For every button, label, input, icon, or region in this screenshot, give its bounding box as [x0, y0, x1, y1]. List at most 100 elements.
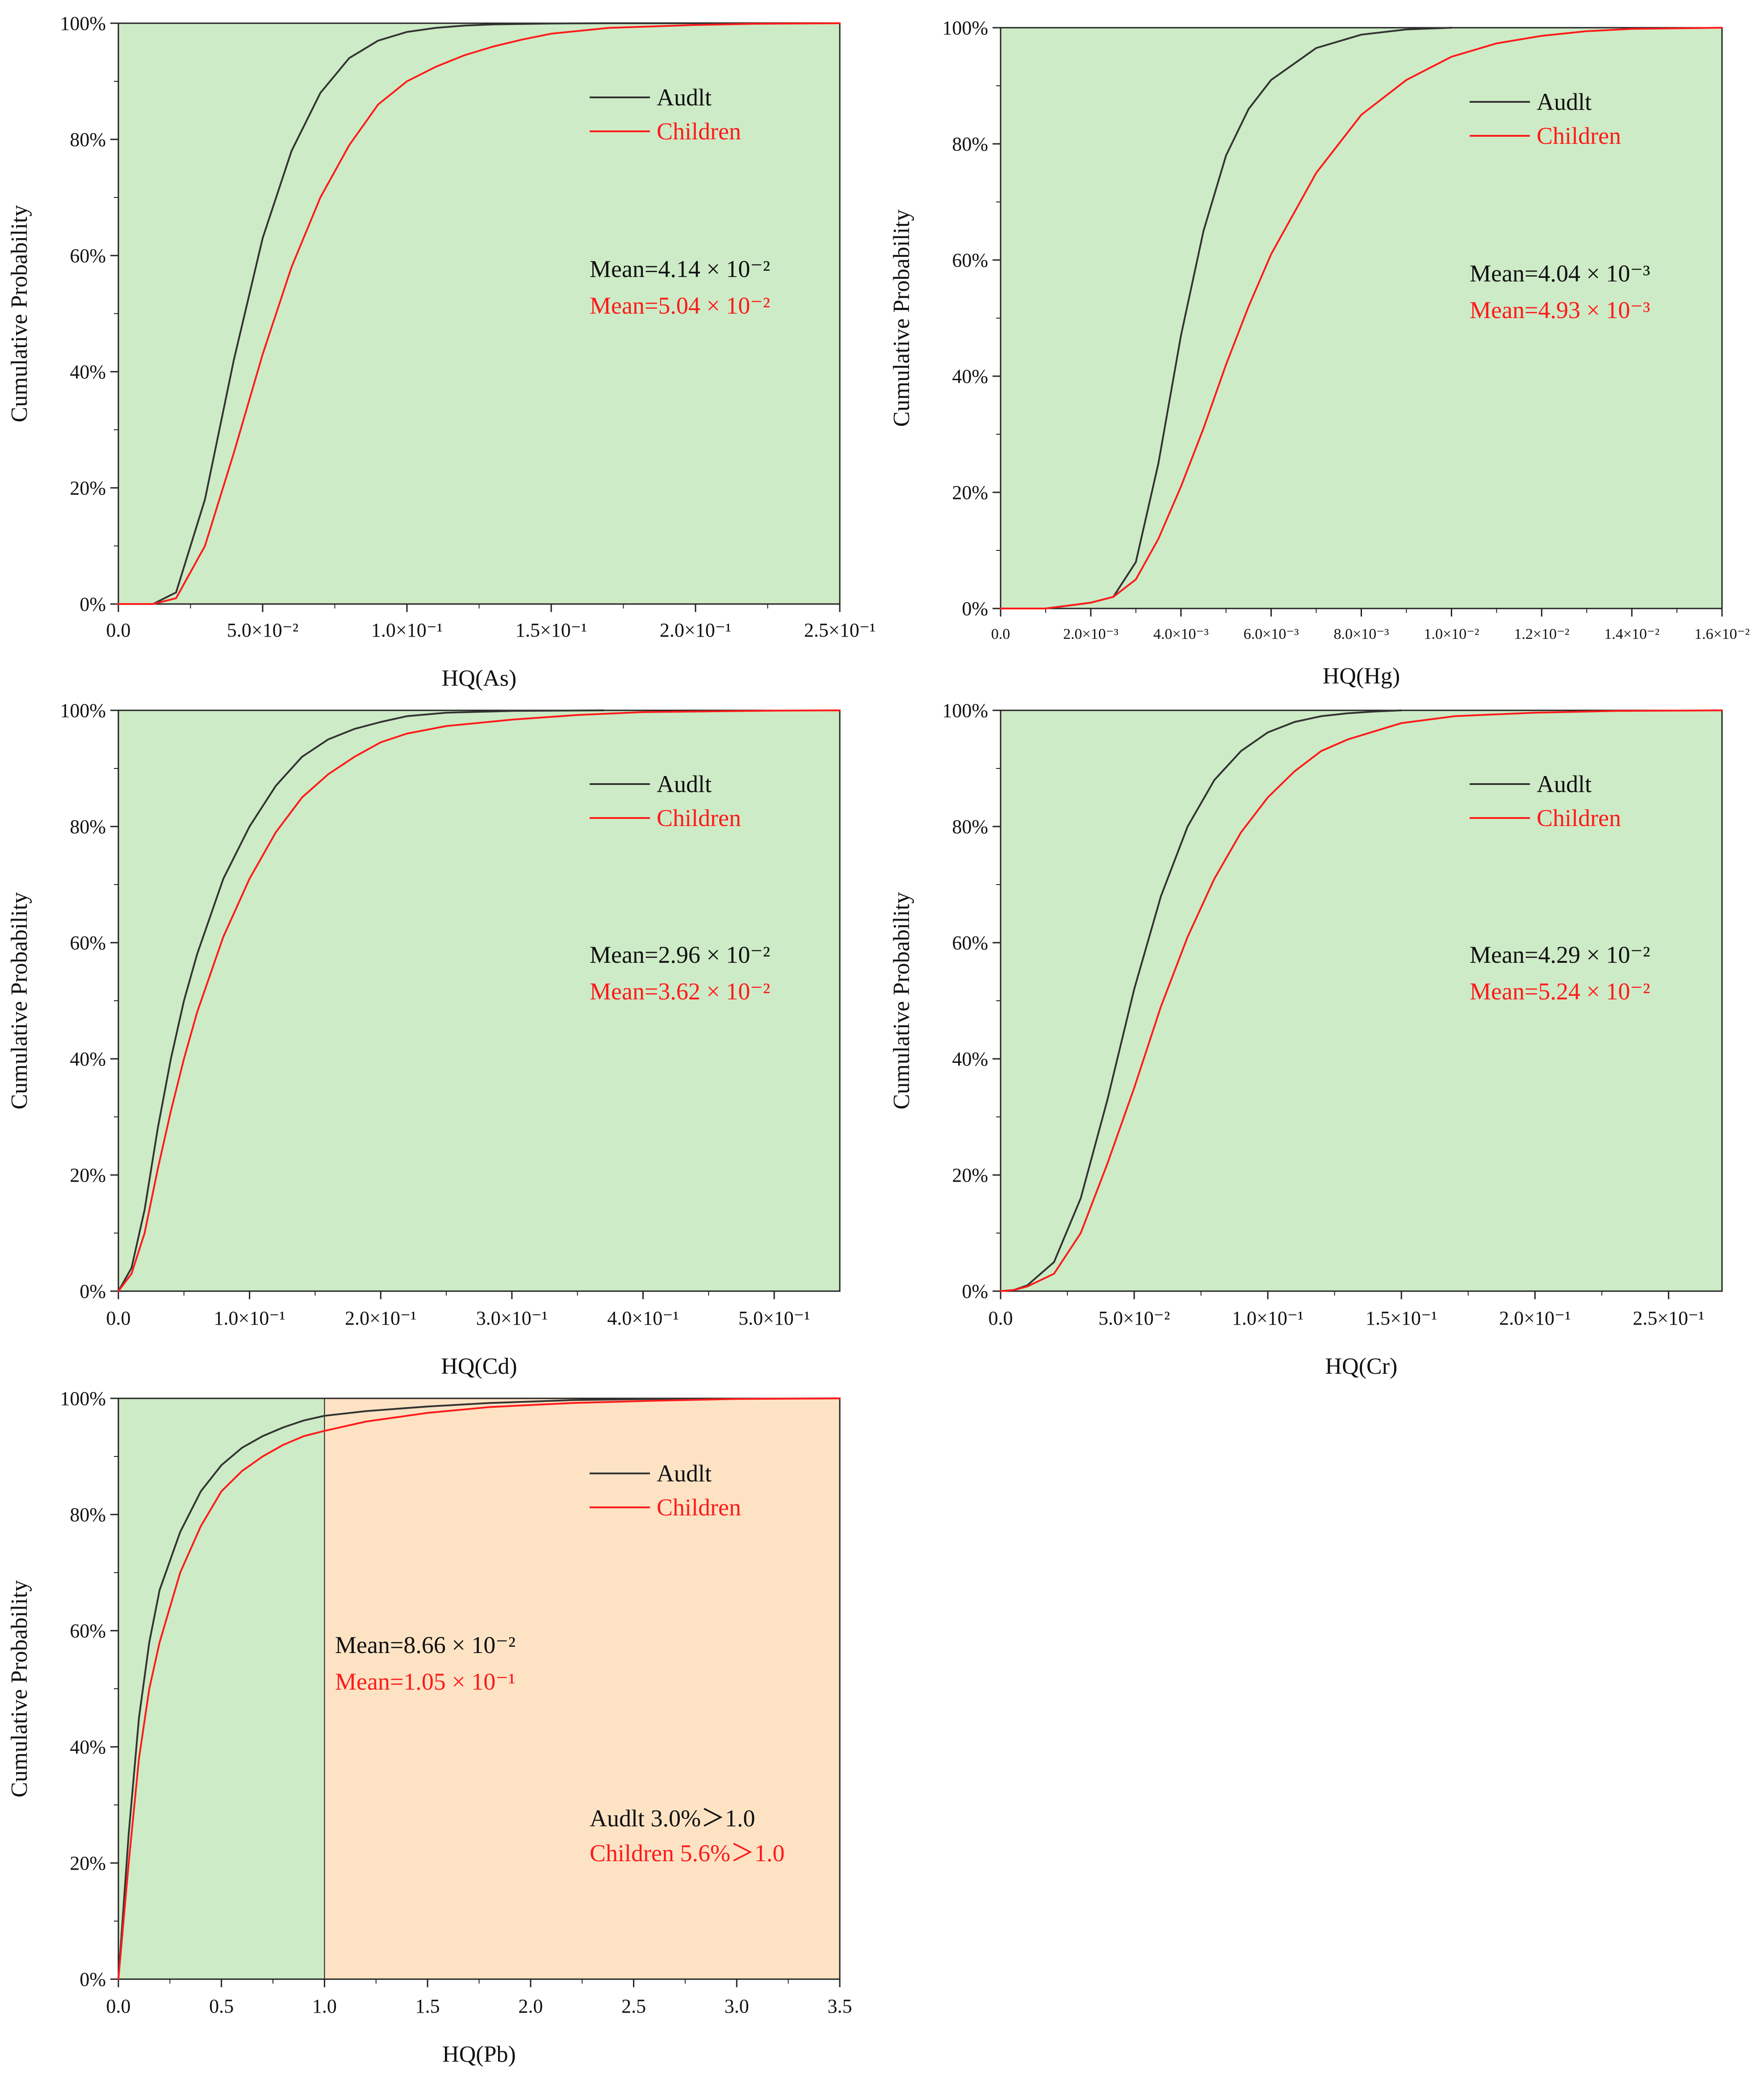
x-tick-label: 8.0×10⁻³ — [1334, 626, 1389, 642]
safe-zone-shade — [1001, 710, 1722, 1291]
x-tick-label: 1.5×10⁻¹ — [1366, 1307, 1437, 1329]
x-tick-label: 1.0×10⁻¹ — [371, 619, 443, 641]
legend-label-adult: Audlt — [657, 84, 712, 111]
x-tick-label: 5.0×10⁻² — [1098, 1307, 1170, 1329]
legend-label-adult: Audlt — [657, 771, 712, 797]
y-tick-label: 80% — [70, 129, 106, 151]
y-axis-label: Cumulative Probability — [889, 210, 914, 427]
x-tick-label: 1.2×10⁻² — [1514, 626, 1569, 642]
x-tick-label: 3.0 — [725, 1995, 749, 2017]
children-mean-annotation: Mean=3.62 × 10⁻² — [590, 978, 770, 1005]
risk-zone-shade — [324, 1398, 840, 1979]
y-tick-label: 60% — [70, 932, 106, 954]
y-tick-label: 20% — [952, 482, 988, 504]
x-tick-label: 1.0×10⁻¹ — [214, 1307, 285, 1329]
series-line-children — [117, 22, 841, 605]
children-exceedance-annotation: Children 5.6%＞1.0 — [590, 1840, 784, 1867]
x-tick-label: 0.0 — [991, 626, 1010, 642]
legend-label-children: Children — [1537, 805, 1621, 831]
y-tick-label: 40% — [952, 1048, 988, 1070]
y-axis-label: Cumulative Probability — [7, 1580, 32, 1798]
adult-mean-annotation: Mean=2.96 × 10⁻² — [590, 941, 770, 968]
x-tick-label: 0.0 — [989, 1307, 1013, 1329]
legend-label-children: Children — [657, 805, 741, 831]
y-tick-label: 40% — [70, 361, 106, 383]
children-mean-annotation: Mean=5.04 × 10⁻² — [590, 292, 770, 319]
children-mean-annotation: Mean=4.93 × 10⁻³ — [1470, 297, 1650, 323]
legend-label-children: Children — [657, 1494, 741, 1521]
x-axis-label: HQ(Cr) — [1325, 1354, 1398, 1379]
legend-label-children: Children — [657, 118, 741, 145]
y-tick-label: 0% — [80, 1280, 106, 1302]
x-axis-label: HQ(Pb) — [442, 2042, 516, 2067]
legend-label-children: Children — [1537, 122, 1621, 149]
x-tick-label: 3.0×10⁻¹ — [476, 1307, 548, 1329]
x-tick-label: 0.5 — [209, 1995, 234, 2017]
series-line-children — [1000, 709, 1723, 1292]
y-tick-label: 0% — [962, 1280, 988, 1302]
y-tick-label: 100% — [60, 700, 106, 722]
x-tick-label: 6.0×10⁻³ — [1244, 626, 1299, 642]
x-tick-label: 1.0 — [312, 1995, 337, 2017]
x-tick-label: 4.0×10⁻³ — [1153, 626, 1209, 642]
x-axis-label: HQ(Hg) — [1323, 663, 1400, 689]
adult-exceedance-annotation: Audlt 3.0%＞1.0 — [590, 1805, 755, 1832]
series-line-children — [117, 1397, 841, 1980]
y-tick-label: 0% — [80, 593, 106, 615]
y-tick-label: 40% — [70, 1048, 106, 1070]
chart-panel-4: 0% 20% 40% 60% 80% 100% 0.0 5.0×10⁻² 1.0×10⁻¹ 1.5… — [889, 700, 1723, 1379]
chart-panel-3: 0% 20% 40% 60% 80% 100% 0.0 1.0×10⁻¹ 2.0×10⁻¹ 3.0… — [7, 700, 841, 1379]
adult-mean-annotation: Mean=8.66 × 10⁻² — [335, 1632, 515, 1658]
x-tick-label: 2.5 — [621, 1995, 646, 2017]
y-tick-label: 40% — [70, 1736, 106, 1758]
y-tick-label: 0% — [962, 598, 988, 620]
x-tick-label: 1.4×10⁻² — [1604, 626, 1659, 642]
x-tick-label: 2.0×10⁻¹ — [1499, 1307, 1571, 1329]
x-tick-label: 5.0×10⁻¹ — [738, 1307, 810, 1329]
x-tick-label: 2.5×10⁻¹ — [804, 619, 876, 641]
x-tick-label: 1.0×10⁻¹ — [1232, 1307, 1303, 1329]
y-axis-label: Cumulative Probability — [7, 205, 32, 423]
y-tick-label: 0% — [80, 1968, 106, 1990]
y-tick-label: 100% — [942, 700, 988, 722]
adult-mean-annotation: Mean=4.04 × 10⁻³ — [1470, 260, 1650, 287]
x-axis-label: HQ(Cd) — [441, 1354, 517, 1379]
x-tick-label: 5.0×10⁻² — [227, 619, 298, 641]
y-tick-label: 60% — [70, 245, 106, 267]
series-line-children — [1000, 27, 1723, 609]
series-line-children — [117, 709, 841, 1292]
y-tick-label: 60% — [70, 1620, 106, 1642]
y-tick-label: 20% — [70, 1164, 106, 1186]
y-axis-label: Cumulative Probability — [889, 892, 914, 1110]
children-mean-annotation: Mean=1.05 × 10⁻¹ — [335, 1668, 515, 1695]
chart-panel-5: 0% 20% 40% 60% 80% 100% 0.0 0.5 1.0 1.5 2.0 2.5 3.0 3… — [7, 1388, 852, 2067]
series-line-adult — [117, 22, 841, 605]
x-tick-label: 2.0×10⁻³ — [1063, 626, 1119, 642]
safe-zone-shade — [118, 23, 840, 604]
legend-label-adult: Audlt — [657, 1460, 712, 1487]
safe-zone-shade — [118, 710, 840, 1291]
x-tick-label: 2.0 — [518, 1995, 543, 2017]
x-tick-label: 4.0×10⁻¹ — [607, 1307, 679, 1329]
safe-zone-shade — [118, 1398, 325, 1979]
x-tick-label: 1.0×10⁻² — [1424, 626, 1479, 642]
y-tick-label: 100% — [60, 1388, 106, 1410]
legend-label-adult: Audlt — [1537, 88, 1592, 115]
y-tick-label: 60% — [952, 932, 988, 954]
legend-label-adult: Audlt — [1537, 771, 1592, 797]
y-tick-label: 80% — [952, 133, 988, 155]
safe-zone-shade — [1001, 28, 1722, 608]
y-tick-label: 20% — [952, 1164, 988, 1186]
y-tick-label: 20% — [70, 477, 106, 499]
adult-mean-annotation: Mean=4.14 × 10⁻² — [590, 256, 770, 282]
x-tick-label: 3.5 — [828, 1995, 852, 2017]
x-tick-label: 1.6×10⁻² — [1694, 626, 1750, 642]
children-mean-annotation: Mean=5.24 × 10⁻² — [1470, 978, 1650, 1005]
x-tick-label: 0.0 — [106, 1307, 131, 1329]
x-tick-label: 0.0 — [106, 619, 131, 641]
adult-mean-annotation: Mean=4.29 × 10⁻² — [1470, 941, 1650, 968]
series-line-adult — [117, 1397, 841, 1980]
y-tick-label: 80% — [70, 1504, 106, 1526]
chart-panel-1: 0% 20% 40% 60% 80% 100% 0.0 5.0×10⁻² 1.0×10⁻¹ 1.5… — [7, 13, 876, 691]
y-tick-label: 100% — [942, 17, 988, 39]
